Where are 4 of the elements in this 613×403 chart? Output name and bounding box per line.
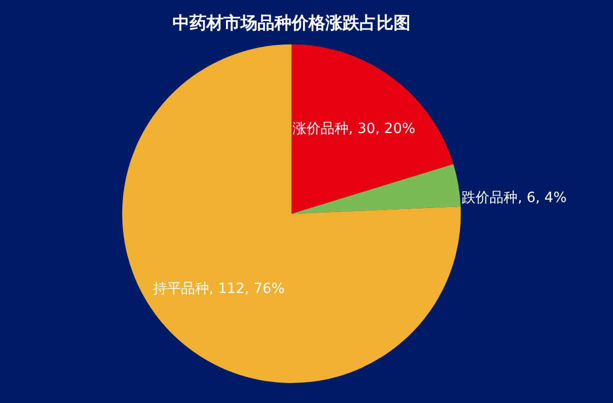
slice-label: 持平品种, 112, 76% [153,281,285,298]
slice-label: 涨价品种, 30, 20% [292,120,416,137]
chart-title: 中药材市场品种价格涨跌占比图 [172,14,410,34]
slice-label: 跌价品种, 6, 4% [462,190,567,206]
